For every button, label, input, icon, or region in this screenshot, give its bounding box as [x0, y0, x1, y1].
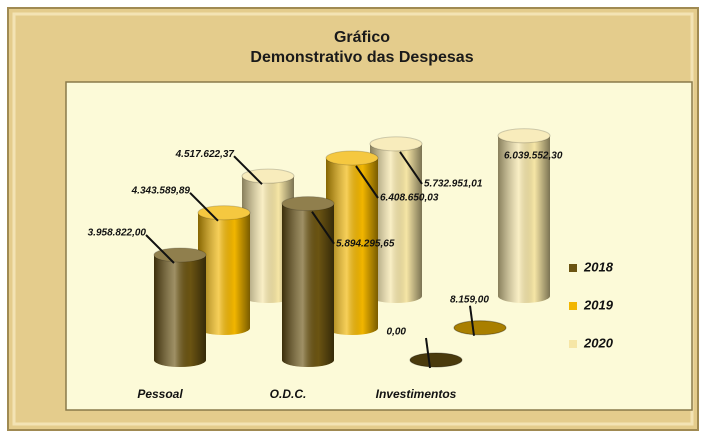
cylinder-shade	[282, 203, 334, 367]
cylinder-top-light	[498, 128, 550, 143]
cylinder-top-light	[326, 151, 378, 165]
cylinder-shade	[370, 143, 422, 303]
leader-line	[189, 192, 219, 222]
legend-label: 2020	[583, 335, 614, 350]
value-label: 4.343.589,89	[131, 185, 191, 196]
cylinder-shade	[242, 176, 294, 303]
leader-line	[233, 155, 263, 185]
cylinder	[453, 320, 507, 336]
cylinder-shade	[326, 158, 378, 335]
cylinder-top-light	[242, 169, 294, 184]
chart-title: Gráfico	[334, 29, 390, 46]
value-label: 6.408.650,03	[380, 193, 439, 204]
cylinder-top-shade	[410, 353, 462, 367]
leader-line	[469, 305, 475, 336]
chart-subtitle: Demonstrativo das Despesas	[250, 49, 473, 66]
legend-swatch	[569, 340, 577, 348]
cylinder	[409, 352, 463, 368]
value-label: 4.517.622,37	[175, 149, 235, 160]
legend-label: 2018	[583, 259, 614, 274]
leader-line	[311, 211, 335, 245]
cylinder	[281, 196, 335, 367]
cylinder	[153, 247, 207, 367]
cylinder-top-light	[198, 205, 250, 220]
leader-line	[145, 234, 175, 264]
cylinder	[325, 150, 379, 335]
cylinder-top-light	[370, 136, 422, 151]
cylinder	[241, 168, 295, 303]
category-label: Investimentos	[376, 387, 457, 401]
cylinder-top	[325, 150, 379, 166]
legend-label: 2019	[583, 297, 614, 312]
value-label: 6.039.552,30	[504, 150, 563, 161]
cylinder-top	[453, 320, 507, 336]
cylinder	[497, 128, 551, 303]
cylinder	[369, 136, 423, 303]
leader-line	[399, 151, 423, 185]
leader-line	[425, 337, 431, 369]
cylinder-shade	[198, 212, 250, 335]
cylinder-shade	[154, 254, 206, 367]
cylinder-top	[153, 247, 207, 263]
cylinder	[197, 205, 251, 335]
cylinder-top	[497, 128, 551, 144]
cylinder-top-light	[154, 247, 206, 262]
cylinder-top-shade	[454, 320, 506, 335]
legend-swatch	[569, 302, 577, 310]
value-label: 5.732.951,01	[424, 179, 483, 190]
cylinder-top	[409, 352, 463, 368]
cylinder-top	[369, 136, 423, 152]
cylinder-top	[281, 196, 335, 212]
value-label: 0,00	[387, 327, 407, 338]
category-label: O.D.C.	[270, 387, 307, 401]
cylinder-top-light	[282, 196, 334, 211]
legend-swatch	[569, 264, 577, 272]
leader-line	[355, 165, 379, 199]
value-label: 8.159,00	[450, 294, 489, 305]
cylinder-shade	[498, 135, 550, 303]
cylinder-top	[197, 205, 251, 221]
value-label: 5.894.295,65	[336, 238, 395, 249]
category-label: Pessoal	[137, 387, 183, 401]
value-label: 3.958.822,00	[88, 228, 147, 239]
cylinder-top	[241, 168, 295, 184]
